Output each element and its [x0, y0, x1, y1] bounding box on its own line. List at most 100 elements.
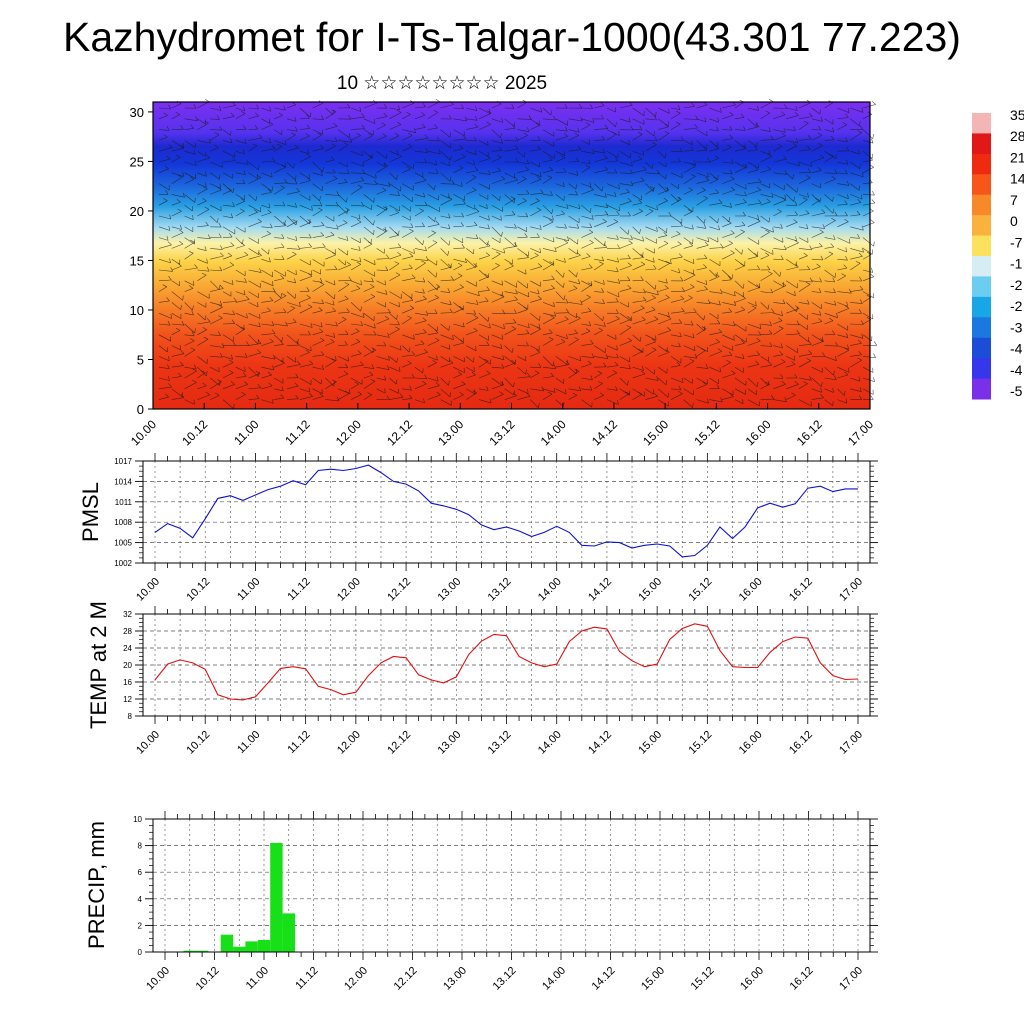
wind-barb	[850, 172, 864, 178]
wind-barb	[542, 263, 554, 271]
wind-barb	[683, 286, 695, 292]
wind-barb-flag	[396, 314, 398, 320]
wind-barb	[606, 107, 616, 113]
wind-barb	[222, 236, 233, 238]
wind-barb	[235, 245, 245, 249]
wind-barb-flag	[243, 170, 246, 175]
wind-barb	[248, 211, 258, 217]
wind-barb	[286, 385, 299, 390]
wind-barb	[517, 102, 528, 109]
wind-barb	[734, 194, 747, 197]
wind-barb-flag	[435, 169, 439, 174]
wind-barb	[389, 150, 398, 155]
wind-barb-flag	[577, 145, 582, 150]
wind-barb-flag	[296, 360, 301, 365]
wind-barb-flag	[471, 371, 476, 376]
wind-barb-flag	[512, 318, 517, 323]
wind-barb	[248, 204, 261, 213]
wind-barb	[542, 312, 556, 317]
wind-barb	[363, 349, 376, 357]
wind-barb-flag	[500, 293, 505, 298]
wind-barb-flag	[515, 289, 518, 295]
wind-barb	[338, 344, 348, 346]
wind-barb-flag	[576, 272, 578, 278]
wind-barb-flag	[165, 190, 169, 195]
wind-barb-flag	[281, 164, 286, 168]
wind-barb	[542, 169, 553, 174]
wind-barb-flag	[449, 308, 453, 313]
wind-barb	[299, 135, 310, 141]
wind-barb	[478, 107, 491, 114]
wind-barb-flag	[321, 364, 324, 370]
wind-barb	[837, 334, 848, 338]
wind-barb	[594, 258, 604, 262]
wind-barb-flag	[574, 132, 579, 136]
wind-barb-flag	[588, 264, 593, 268]
wind-barb	[517, 135, 528, 141]
wind-barb-flag	[563, 282, 565, 288]
wind-barb	[222, 291, 232, 297]
wind-barb-flag	[208, 138, 211, 144]
wind-barb	[210, 248, 223, 250]
wind-barb	[235, 375, 247, 379]
wind-barb	[389, 328, 400, 336]
wind-barb-flag	[345, 330, 349, 335]
wind-barb-flag	[514, 223, 517, 229]
wind-barb	[478, 124, 491, 130]
wind-barb	[171, 365, 184, 368]
wind-barb	[581, 183, 591, 188]
wind-barb	[184, 140, 196, 148]
wind-barb-flag	[370, 284, 375, 288]
wind-barb-flag	[231, 319, 235, 324]
wind-barb	[453, 215, 464, 218]
wind-barb-flag	[307, 219, 312, 223]
wind-barb	[338, 258, 346, 266]
wind-barb-flag	[255, 112, 259, 117]
wind-barb-flag	[833, 235, 836, 240]
wind-barb	[709, 118, 719, 123]
wind-barb-flag	[162, 284, 168, 288]
wind-barb	[197, 157, 210, 163]
wind-barb	[760, 312, 775, 314]
wind-barb-flag	[201, 272, 207, 276]
wind-barb-flag	[511, 359, 516, 364]
wind-barb-flag	[536, 122, 541, 126]
wind-barb-flag	[448, 224, 451, 229]
wind-barb-flag	[166, 126, 170, 131]
wind-barb-flag	[665, 174, 667, 179]
wind-barb-flag	[668, 211, 672, 217]
wind-barb-flag	[486, 286, 490, 291]
wind-barb-flag	[792, 143, 798, 147]
wind-barb	[555, 183, 565, 188]
wind-barb	[850, 343, 862, 346]
wind-barb	[389, 323, 400, 326]
wind-barb	[670, 256, 683, 260]
wind-barb	[517, 291, 530, 298]
wind-barb	[261, 118, 271, 124]
wind-barb-flag	[345, 207, 350, 211]
wind-barb-flag	[515, 157, 519, 163]
wind-barb-flag	[384, 104, 388, 109]
wind-barb-flag	[550, 110, 552, 116]
wind-barb-flag	[284, 178, 288, 183]
wind-barb-flag	[693, 308, 697, 313]
wind-barb	[222, 116, 235, 120]
wind-barb-flag	[563, 182, 565, 187]
wind-barb-flag	[640, 305, 645, 309]
wind-barb	[670, 107, 681, 110]
x-tick-label: 17.00	[837, 965, 865, 993]
wind-barb	[862, 210, 874, 217]
wind-barb-flag	[781, 359, 786, 363]
wind-barb	[837, 323, 848, 331]
wind-barb	[363, 394, 372, 400]
wind-barb-flag	[217, 379, 222, 383]
wind-barb-flag	[374, 323, 376, 329]
wind-barb	[581, 356, 595, 358]
wind-barb-flag	[793, 126, 796, 131]
wind-barb	[376, 248, 385, 254]
wind-barb-flag	[511, 124, 516, 129]
wind-barb-flag	[259, 268, 262, 273]
wind-barb-flag	[715, 189, 719, 194]
chart-title: Kazhydromet for I-Ts-Talgar-1000(43.301 …	[63, 14, 961, 60]
wind-barb	[222, 190, 232, 195]
